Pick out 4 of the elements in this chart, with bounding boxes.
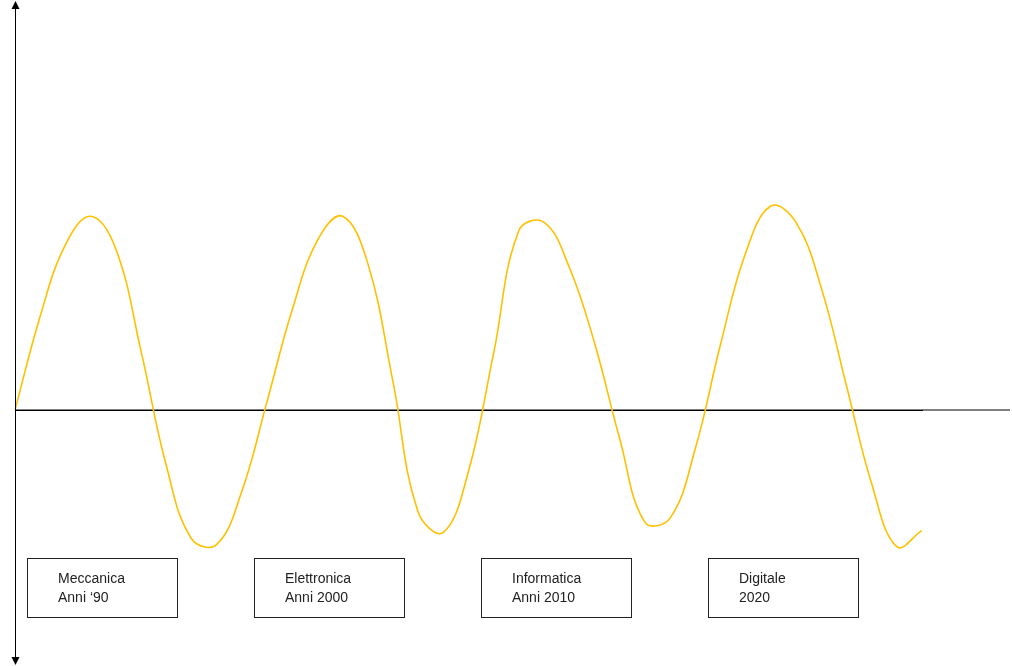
text: Digitale 2020 (708, 558, 859, 618)
text: Elettronica Anni 2000 (254, 558, 405, 618)
text: Meccanica Anni ‘90 (27, 558, 178, 618)
text: Informatica Anni 2010 (481, 558, 632, 618)
